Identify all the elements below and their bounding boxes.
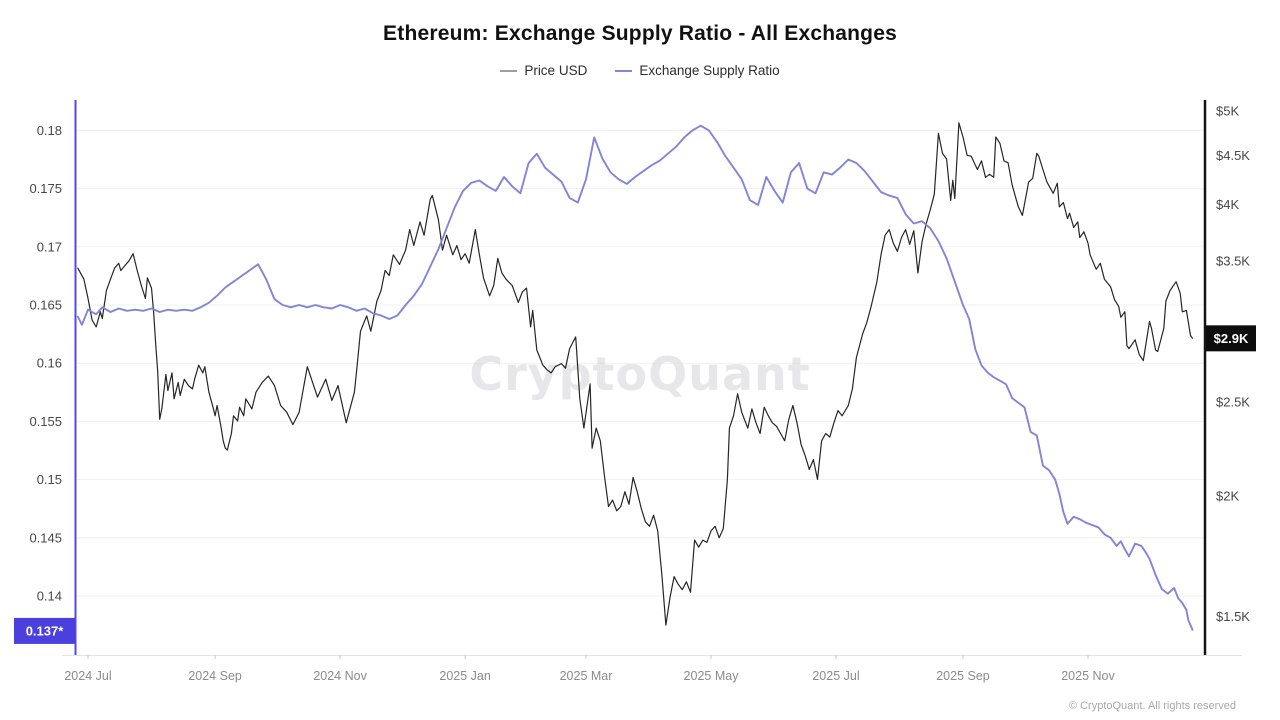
copyright-notice: © CryptoQuant. All rights reserved (1068, 700, 1236, 712)
x-axis-tick-label: 2024 Jul (64, 669, 111, 683)
chart-legend: Price USD Exchange Supply Ratio (0, 63, 1280, 78)
right-axis-tick-label: $1.5K (1216, 609, 1250, 624)
right-axis-tick-label: $3.5K (1216, 253, 1250, 268)
x-axis-tick-label: 2024 Nov (313, 669, 367, 683)
exchange-supply-ratio-legend-dash-icon (615, 69, 633, 72)
x-axis-tick-label: 2025 May (684, 669, 740, 683)
left-axis-tick-label: 0.15 (37, 472, 62, 487)
legend-item-price-usd[interactable]: Price USD (500, 63, 587, 78)
legend-item-exchange-supply-ratio[interactable]: Exchange Supply Ratio (615, 63, 780, 78)
price-usd-line (77, 122, 1194, 626)
x-axis-tick-label: 2025 Mar (560, 669, 613, 683)
left-axis-tick-label: 0.175 (29, 181, 62, 196)
right-axis-tick-label: $4K (1216, 197, 1239, 212)
left-axis-tick-label: 0.155 (29, 414, 62, 429)
price-usd-legend-dash-icon (500, 69, 518, 72)
price-current-value-badge (1206, 325, 1256, 352)
ratio-current-value-badge (14, 617, 75, 644)
exchange-supply-ratio-line (76, 124, 1194, 631)
ratio-current-value-label: 0.137* (26, 623, 65, 638)
left-axis-tick-label: 0.18 (37, 123, 62, 138)
x-axis-tick-label: 2025 Jul (812, 669, 859, 683)
right-axis-tick-label: $2K (1216, 488, 1239, 503)
price-current-value-label: $2.9K (1214, 331, 1249, 346)
watermark: CryptoQuant (469, 347, 811, 401)
x-axis-tick-label: 2025 Sep (936, 669, 990, 683)
right-axis-tick-label: $4.5K (1216, 148, 1250, 163)
right-axis-tick-label: $2.5K (1216, 395, 1250, 410)
x-axis-tick-label: 2025 Jan (439, 669, 490, 683)
x-axis-tick-label: 2024 Sep (188, 669, 242, 683)
right-axis-tick-label: $5K (1216, 104, 1239, 119)
left-axis-tick-label: 0.145 (29, 530, 62, 545)
left-axis-tick-label: 0.16 (37, 356, 62, 371)
price-usd-legend-label: Price USD (524, 63, 588, 78)
left-axis-tick-label: 0.14 (37, 589, 62, 604)
left-axis-tick-label: 0.165 (29, 298, 62, 313)
exchange-supply-ratio-legend-label: Exchange Supply Ratio (639, 63, 780, 78)
chart-title: Ethereum: Exchange Supply Ratio - All Ex… (383, 22, 897, 45)
x-axis-tick-label: 2025 Nov (1061, 669, 1115, 683)
left-axis-tick-label: 0.17 (37, 239, 62, 254)
